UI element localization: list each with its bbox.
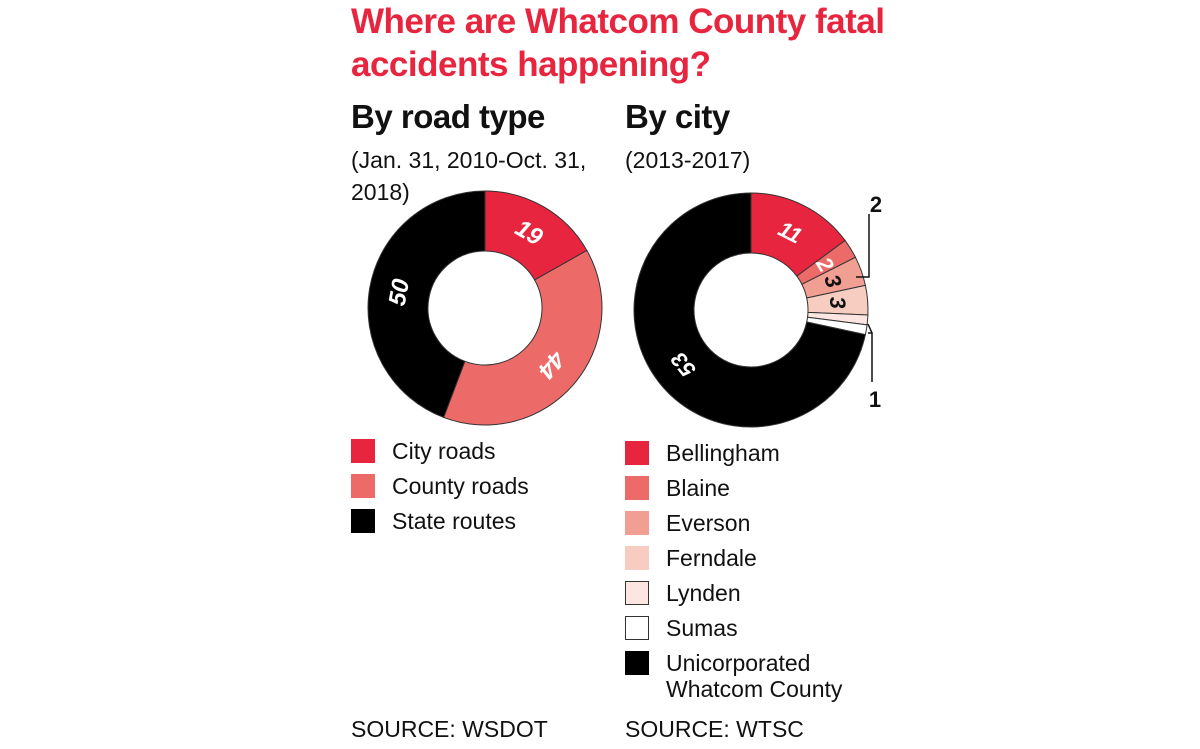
callout-label-blaine: 2 [870,192,882,217]
data-label-state-routes: 50 [384,276,415,308]
city-callouts: 2 1 [856,192,882,412]
donut-slice-county-roads [442,249,603,426]
legend-item: Lynden [625,580,955,615]
legend-label: Lynden [666,580,741,606]
legend-item: Ferndale [625,545,955,580]
callout-line-lynden [867,323,873,334]
road-type-source: SOURCE: WSDOT [351,716,548,742]
legend-swatch [625,511,649,535]
legend-swatch [351,474,375,498]
legend-swatch [351,509,375,533]
legend-swatch [625,581,649,605]
legend-label: Bellingham [666,440,780,466]
legend-label: State routes [392,508,517,534]
legend-item: City roads [351,438,529,473]
callout-line-sumas [868,332,873,382]
legend-item: County roads [351,473,529,508]
legend-swatch [351,439,375,463]
legend-swatch [625,441,649,465]
legend-item: Blaine [625,475,955,510]
legend-label: Everson [666,510,751,536]
city-legend: Bellingham Blaine Everson Ferndale Lynde… [625,440,955,702]
legend-item: Sumas [625,615,955,650]
city-heading: By city [625,98,730,135]
legend-item: State routes [351,508,529,543]
callout-line-blaine [856,214,870,278]
legend-swatch [625,546,649,570]
city-source: SOURCE: WTSC [625,716,804,742]
data-label-ferndale: 3 [825,295,851,309]
road-type-period: (Jan. 31, 2010-Oct. 31, 2018) [351,147,587,205]
legend-swatch [625,651,649,675]
legend-label: City roads [392,438,496,464]
legend-swatch [625,476,649,500]
legend-label: Unicorporated Whatcom County [666,650,843,702]
legend-label: Sumas [666,615,738,641]
chart-title: Where are Whatcom County fatal accidents… [351,2,885,84]
legend-label: Ferndale [666,545,757,571]
donut-slice-unicorporated-whatcom-county [633,192,866,428]
legend-item: Unicorporated Whatcom County [625,650,955,702]
legend-swatch [625,616,649,640]
legend-item: Everson [625,510,955,545]
donut-slice-state-routes [367,190,486,419]
legend-item: Bellingham [625,440,955,475]
city-period: (2013-2017) [625,147,751,173]
legend-label: Blaine [666,475,730,501]
road-type-legend: City roads County roads State routes [351,438,529,543]
legend-label: County roads [392,473,529,499]
road-type-heading: By road type [351,98,545,135]
callout-label-sumas: 1 [869,387,881,412]
